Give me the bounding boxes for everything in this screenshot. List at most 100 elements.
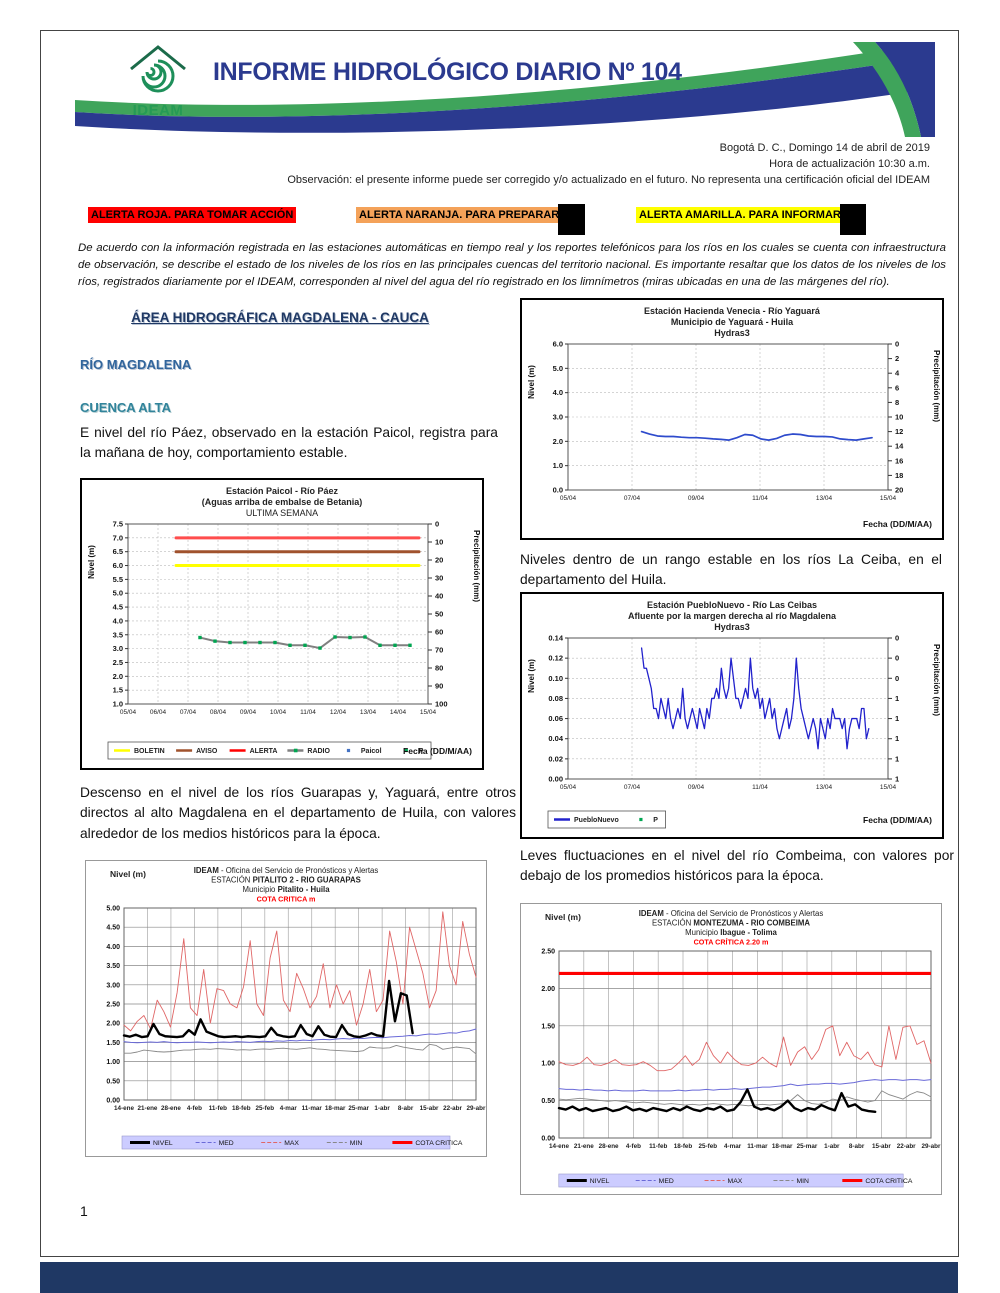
svg-text:15/04: 15/04 bbox=[880, 495, 897, 502]
svg-text:29-abr: 29-abr bbox=[922, 1143, 941, 1150]
svg-text:Nivel (m): Nivel (m) bbox=[545, 912, 581, 922]
svg-text:2.0: 2.0 bbox=[553, 437, 563, 446]
svg-text:ESTACIÓN MONTEZUMA - RIO CO: ESTACIÓN MONTEZUMA - RIO COMBEIMA bbox=[652, 919, 810, 928]
svg-text:90: 90 bbox=[435, 682, 443, 691]
paragraph-ceibas: Niveles dentro de un rango estable en lo… bbox=[520, 552, 942, 588]
svg-text:10/04: 10/04 bbox=[270, 709, 287, 716]
banner-swoosh-graphic bbox=[75, 42, 935, 137]
svg-text:Nivel (m): Nivel (m) bbox=[110, 869, 146, 879]
ideam-logo: IDEAM bbox=[115, 43, 201, 135]
svg-text:2.00: 2.00 bbox=[541, 986, 555, 993]
svg-text:09/04: 09/04 bbox=[240, 709, 257, 716]
svg-text:Nivel (m): Nivel (m) bbox=[87, 545, 96, 579]
svg-text:MAX: MAX bbox=[728, 1178, 743, 1185]
chart-paicol-rio-paez: Estación Paicol - Río Páez (Aguas arriba … bbox=[80, 478, 484, 770]
chart-pitalito-rio-guarapas: IDEAM - Oficina del Servicio de Pronósti… bbox=[85, 860, 487, 1157]
svg-text:Nivel (m): Nivel (m) bbox=[527, 365, 536, 399]
alert-orange-label: ALERTA NARANJA. PARA PREPARARSE bbox=[356, 207, 577, 223]
meta-place-date: Bogotá D. C., Domingo 14 de abril de 201… bbox=[719, 142, 930, 154]
svg-text:MIN: MIN bbox=[350, 1140, 363, 1147]
chart-pueblonuevo-rio-las-ceibas: Estación PuebloNuevo - Río Las Ceibas Afl… bbox=[520, 592, 944, 839]
alert-yellow-label: ALERTA AMARILLA. PARA INFORMARSE bbox=[636, 207, 859, 223]
svg-text:30: 30 bbox=[435, 574, 443, 583]
svg-text:1.00: 1.00 bbox=[541, 1061, 555, 1068]
svg-text:18-mar: 18-mar bbox=[325, 1105, 346, 1112]
svg-text:4-mar: 4-mar bbox=[724, 1143, 742, 1150]
svg-text:15/04: 15/04 bbox=[420, 709, 437, 716]
svg-text:09/04: 09/04 bbox=[688, 495, 705, 502]
svg-text:8: 8 bbox=[895, 398, 899, 407]
svg-text:8-abr: 8-abr bbox=[398, 1105, 414, 1112]
svg-text:3.5: 3.5 bbox=[113, 630, 123, 639]
svg-text:COTA CRÍTICA 2.20 m: COTA CRÍTICA 2.20 m bbox=[694, 938, 769, 947]
svg-text:COTA CRITICA: COTA CRITICA bbox=[415, 1140, 463, 1147]
svg-text:40: 40 bbox=[435, 592, 443, 601]
svg-text:14-ene: 14-ene bbox=[114, 1105, 134, 1112]
svg-text:3.0: 3.0 bbox=[113, 644, 123, 653]
svg-text:14-ene: 14-ene bbox=[549, 1143, 569, 1150]
section-basin-title: CUENCA ALTA bbox=[80, 400, 171, 415]
svg-text:6: 6 bbox=[895, 383, 899, 392]
svg-text:Precipitación (mm): Precipitación (mm) bbox=[472, 530, 481, 602]
svg-text:07/04: 07/04 bbox=[180, 709, 197, 716]
section-river-title: RÍO MAGDALENA bbox=[80, 357, 192, 372]
meta-update-time: Hora de actualización 10:30 a.m. bbox=[769, 157, 930, 170]
svg-text:4.00: 4.00 bbox=[106, 944, 120, 951]
svg-text:28-ene: 28-ene bbox=[599, 1143, 619, 1150]
svg-text:1: 1 bbox=[895, 734, 899, 743]
svg-text:1-abr: 1-abr bbox=[824, 1143, 840, 1150]
section-area-title: ÁREA HIDROGRÁFICA MAGDALENA - CAUCA bbox=[131, 310, 429, 325]
svg-text:Fecha (DD/M/AA): Fecha (DD/M/AA) bbox=[403, 746, 472, 756]
svg-text:11-feb: 11-feb bbox=[649, 1143, 667, 1150]
paicol-svg: Estación Paicol - Río Páez(Aguas arriba … bbox=[87, 486, 481, 760]
alert-red-label: ALERTA ROJA. PARA TOMAR ACCIÓN bbox=[88, 207, 297, 223]
svg-text:BOLETIN: BOLETIN bbox=[134, 748, 165, 755]
svg-text:4.0: 4.0 bbox=[113, 616, 123, 625]
svg-text:28-ene: 28-ene bbox=[161, 1105, 181, 1112]
svg-text:NIVEL: NIVEL bbox=[153, 1140, 173, 1147]
svg-text:7.0: 7.0 bbox=[113, 533, 123, 542]
svg-text:Estación Paicol - Río Páez: Estación Paicol - Río Páez bbox=[226, 486, 339, 496]
svg-text:0: 0 bbox=[895, 634, 899, 643]
svg-text:1.50: 1.50 bbox=[541, 1023, 555, 1030]
svg-text:Fecha (DD/M/AA): Fecha (DD/M/AA) bbox=[863, 815, 932, 825]
svg-text:0.0: 0.0 bbox=[553, 486, 563, 495]
svg-text:Precipitación (mm): Precipitación (mm) bbox=[932, 644, 941, 716]
svg-text:05/04: 05/04 bbox=[560, 495, 577, 502]
svg-text:22-abr: 22-abr bbox=[897, 1143, 916, 1150]
svg-text:0: 0 bbox=[895, 340, 899, 349]
svg-text:0.10: 0.10 bbox=[548, 674, 563, 683]
svg-text:07/04: 07/04 bbox=[624, 784, 641, 791]
svg-text:ULTIMA SEMANA: ULTIMA SEMANA bbox=[246, 508, 318, 518]
svg-text:3.50: 3.50 bbox=[106, 963, 120, 970]
svg-text:1.0: 1.0 bbox=[553, 461, 563, 470]
svg-text:6.0: 6.0 bbox=[553, 340, 563, 349]
svg-text:15-abr: 15-abr bbox=[872, 1143, 891, 1150]
svg-text:1: 1 bbox=[895, 775, 899, 784]
svg-text:0.06: 0.06 bbox=[548, 714, 563, 723]
svg-text:Municipio Ibague - Tolima: Municipio Ibague - Tolima bbox=[685, 928, 777, 937]
svg-text:Municipio de Yaguará - Huila: Municipio de Yaguará - Huila bbox=[671, 317, 794, 327]
svg-text:2: 2 bbox=[895, 354, 899, 363]
footer-bar bbox=[40, 1262, 958, 1293]
svg-text:IDEAM - Oficina del Servicio: IDEAM - Oficina del Servicio de Pronósti… bbox=[639, 909, 824, 918]
svg-text:18-feb: 18-feb bbox=[674, 1143, 693, 1150]
svg-text:0.14: 0.14 bbox=[548, 634, 563, 643]
svg-text:(Aguas arriba de embalse de Be: (Aguas arriba de embalse de Betania) bbox=[202, 497, 363, 507]
svg-text:6.0: 6.0 bbox=[113, 561, 123, 570]
svg-text:13/04: 13/04 bbox=[360, 709, 377, 716]
svg-text:1-abr: 1-abr bbox=[374, 1105, 390, 1112]
svg-text:21-ene: 21-ene bbox=[574, 1143, 594, 1150]
svg-text:Hydras3: Hydras3 bbox=[714, 328, 750, 338]
svg-text:IDEAM - Oficina del Servicio: IDEAM - Oficina del Servicio de Pronósti… bbox=[194, 866, 379, 875]
svg-text:0: 0 bbox=[895, 654, 899, 663]
pitalito-svg: IDEAM - Oficina del Servicio de Pronósti… bbox=[106, 866, 486, 1150]
svg-text:2.50: 2.50 bbox=[541, 949, 555, 956]
svg-text:4.50: 4.50 bbox=[106, 925, 120, 932]
svg-text:5.00: 5.00 bbox=[106, 906, 120, 913]
svg-text:PuebloNuevo: PuebloNuevo bbox=[574, 817, 619, 824]
svg-text:Estación Hacienda Venecia - R: Estación Hacienda Venecia - Río Yaguará bbox=[644, 306, 821, 316]
page-number: 1 bbox=[80, 1203, 88, 1219]
svg-text:0.00: 0.00 bbox=[541, 1136, 555, 1143]
svg-text:18: 18 bbox=[895, 471, 903, 480]
